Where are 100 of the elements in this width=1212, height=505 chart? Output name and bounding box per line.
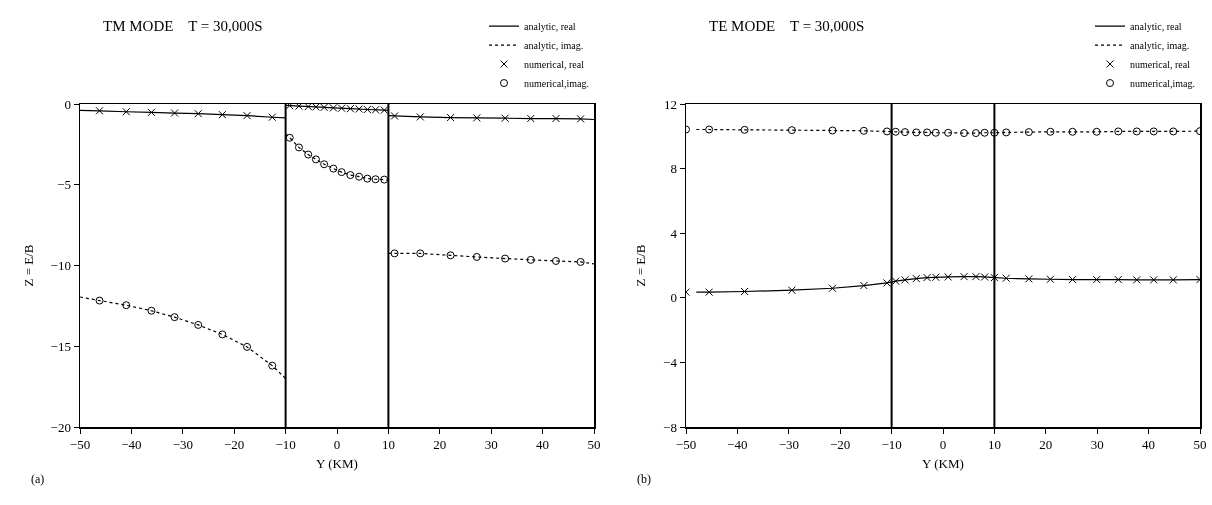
point xyxy=(329,164,338,173)
text: (b) xyxy=(637,472,651,486)
point xyxy=(320,160,329,169)
point xyxy=(944,272,953,281)
y-tick-label: −8 xyxy=(663,419,677,435)
point xyxy=(1068,127,1077,136)
point xyxy=(243,342,252,351)
point xyxy=(1024,128,1033,137)
point xyxy=(1114,275,1123,284)
point xyxy=(944,128,953,137)
point xyxy=(501,254,510,263)
legend-label: analytic, real xyxy=(1130,20,1182,32)
point xyxy=(371,175,380,184)
x-tick-label: −10 xyxy=(881,437,902,453)
point xyxy=(194,320,203,329)
point xyxy=(416,112,425,121)
x-tick-label: 40 xyxy=(536,437,550,453)
legend-label: numerical, real xyxy=(524,58,585,70)
x-axis-title: Y (KM) xyxy=(316,456,358,472)
x-tick-label: −30 xyxy=(172,437,193,453)
point xyxy=(576,257,585,266)
point xyxy=(576,114,585,123)
x-tick-label: 40 xyxy=(1142,437,1156,453)
point xyxy=(960,272,969,281)
point xyxy=(1092,127,1101,136)
x-tick-label: −10 xyxy=(275,437,296,453)
x-tick-label: −20 xyxy=(830,437,851,453)
text: (a) xyxy=(31,472,45,486)
y-tick-label: 0 xyxy=(64,96,71,112)
point xyxy=(472,113,481,122)
y-tick-label: 8 xyxy=(670,161,677,177)
x-axis-title: Y (KM) xyxy=(922,456,964,472)
point xyxy=(1132,127,1141,136)
y-axis-title: Z = E/B xyxy=(633,244,649,287)
point xyxy=(859,126,868,135)
point xyxy=(1149,127,1158,136)
point xyxy=(337,168,346,177)
point xyxy=(390,111,399,120)
point xyxy=(122,301,131,310)
point xyxy=(1149,275,1158,284)
x-tick-label: 20 xyxy=(433,437,447,453)
legend-label: analytic, imag. xyxy=(524,39,584,51)
point xyxy=(1024,274,1033,283)
point xyxy=(526,255,535,264)
x-tick-label: 10 xyxy=(381,437,395,453)
point xyxy=(705,125,714,134)
point xyxy=(828,284,837,293)
point xyxy=(1046,127,1055,136)
y-tick-label: −20 xyxy=(50,419,71,435)
point xyxy=(311,155,320,164)
point xyxy=(380,175,389,184)
point xyxy=(931,128,940,137)
x-tick-label: 20 xyxy=(1039,437,1053,453)
point xyxy=(416,249,425,258)
point xyxy=(95,106,104,115)
point xyxy=(1002,128,1011,137)
legend-label: numerical,imag. xyxy=(1130,77,1195,89)
point xyxy=(218,110,227,119)
point xyxy=(218,330,227,339)
point xyxy=(990,128,999,137)
point xyxy=(1169,275,1178,284)
point xyxy=(501,114,510,123)
point xyxy=(882,127,891,136)
x-tick-label: 0 xyxy=(333,437,341,453)
y-tick-label: −10 xyxy=(50,258,71,274)
point xyxy=(304,150,313,159)
point xyxy=(787,126,796,135)
point xyxy=(147,306,156,315)
point xyxy=(912,274,921,283)
point xyxy=(194,109,203,118)
point xyxy=(147,108,156,117)
x-tick-label: 50 xyxy=(1193,437,1207,453)
x-tick-label: −50 xyxy=(675,437,697,453)
point xyxy=(740,125,749,134)
point xyxy=(472,252,481,261)
point xyxy=(1046,275,1055,284)
chart-title: TM MODE T = 30,000S xyxy=(103,17,263,34)
point xyxy=(1169,127,1178,136)
x-tick-label: 0 xyxy=(939,437,947,453)
point xyxy=(971,129,980,138)
point xyxy=(1114,127,1123,136)
point xyxy=(960,129,969,138)
point xyxy=(923,128,932,137)
point xyxy=(551,256,560,265)
x-tick-label: 30 xyxy=(1090,437,1104,453)
y-tick-label: −15 xyxy=(50,338,71,354)
point xyxy=(900,128,909,137)
y-axis-title: Z = E/B xyxy=(20,244,36,287)
x-tick-label: 50 xyxy=(587,437,601,453)
point xyxy=(912,128,921,137)
x-tick-label: −40 xyxy=(121,437,142,453)
point xyxy=(891,127,900,136)
point xyxy=(268,361,277,370)
point xyxy=(95,296,104,305)
point xyxy=(390,249,399,258)
point xyxy=(243,111,252,120)
x-tick-label: −50 xyxy=(69,437,91,453)
legend-label: numerical, real xyxy=(1130,58,1191,70)
point xyxy=(346,171,355,180)
chart-title: TE MODE T = 30,000S xyxy=(709,17,865,34)
